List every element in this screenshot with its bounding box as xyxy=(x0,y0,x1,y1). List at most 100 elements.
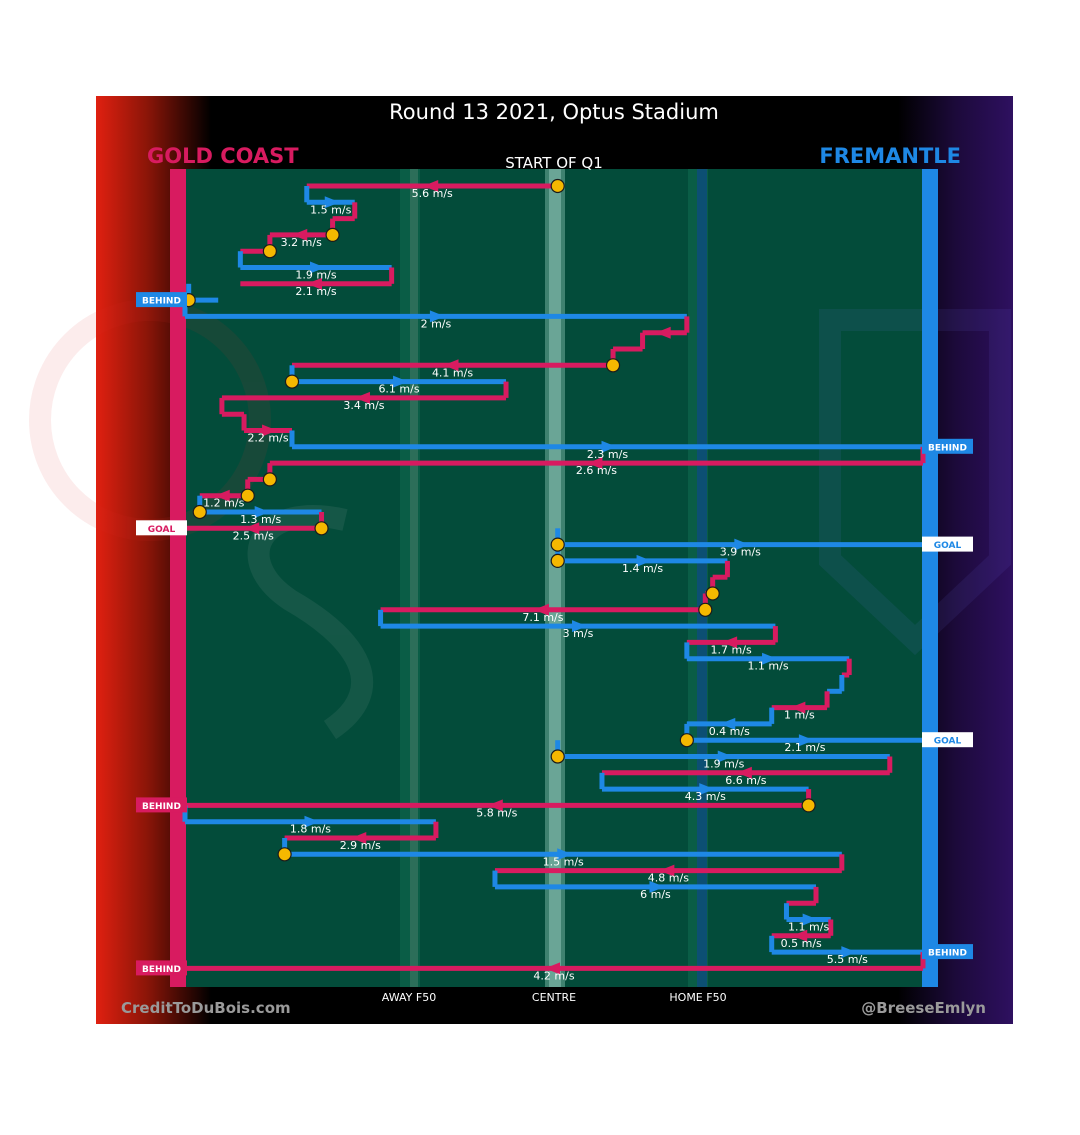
turnover-marker xyxy=(550,553,565,569)
turnover-marker xyxy=(325,227,340,242)
turnover-marker xyxy=(284,374,300,389)
turnover-marker xyxy=(240,488,255,503)
speed-label: 6.1 m/s xyxy=(378,383,419,396)
turnover-marker xyxy=(705,586,720,601)
result-label: GOAL xyxy=(934,541,962,551)
result-box xyxy=(136,960,187,976)
speed-label: 1.3 m/s xyxy=(240,513,281,526)
gold-coast-goal-post xyxy=(170,169,186,987)
direction-arrow xyxy=(244,522,260,535)
reference-lines xyxy=(400,169,708,987)
result-label: BEHIND xyxy=(142,965,181,975)
speed-label: 7.1 m/s xyxy=(522,611,563,624)
result-label: BEHIND xyxy=(142,802,181,812)
turnover-marker xyxy=(192,504,207,520)
direction-arrow xyxy=(736,766,752,779)
direction-arrow xyxy=(262,424,278,437)
direction-arrow xyxy=(734,538,750,551)
result-label: GOAL xyxy=(934,737,962,747)
direction-arrow xyxy=(393,375,409,388)
speed-label: 1.7 m/s xyxy=(711,643,752,656)
axis-label-home-f50: HOME F50 xyxy=(669,991,726,1004)
direction-arrow xyxy=(841,946,857,959)
speed-label: 1.5 m/s xyxy=(543,855,584,868)
fremantle-goal-post xyxy=(922,169,938,987)
speed-label: 3.9 m/s xyxy=(720,546,761,559)
result-boxes: BEHIND BEHIND GOAL GOAL GOAL BEHIND BEHIND BEHI… xyxy=(136,292,973,976)
speed-label: 1 m/s xyxy=(784,709,815,722)
right-team-name: FREMANTLE xyxy=(819,144,961,168)
result-box xyxy=(922,536,973,552)
speed-label: 2.2 m/s xyxy=(247,432,288,445)
direction-arrow xyxy=(720,717,736,730)
result-label: BEHIND xyxy=(928,949,967,959)
turnover-marker xyxy=(698,602,713,617)
turnover-marker xyxy=(550,537,565,552)
speed-labels: 5.6 m/s 1.5 m/s 3.2 m/s 1.9 m/s 2.1 m/s 2 m/s… xyxy=(203,187,868,982)
result-box xyxy=(136,292,187,308)
direction-arrow xyxy=(722,636,738,649)
speed-label: 1.4 m/s xyxy=(622,562,663,575)
credit-right: @BreeseEmlyn xyxy=(861,999,986,1017)
direction-arrow xyxy=(309,261,325,274)
speed-label: 5.5 m/s xyxy=(827,953,868,966)
result-box xyxy=(922,732,973,748)
result-label: GOAL xyxy=(148,525,176,535)
direction-arrow xyxy=(571,620,587,633)
speed-label: 2.5 m/s xyxy=(233,529,274,542)
speed-label: 6.6 m/s xyxy=(725,774,766,787)
axis-label-centre: CENTRE xyxy=(532,991,576,1004)
direction-arrow xyxy=(304,815,320,828)
turnover-marker xyxy=(801,798,816,813)
direction-arrow xyxy=(423,180,439,192)
speed-label: 3 m/s xyxy=(563,627,594,640)
direction-arrow xyxy=(792,929,808,942)
speed-label: 5.6 m/s xyxy=(412,187,453,200)
direction-arrow xyxy=(429,310,445,323)
direction-arrow xyxy=(802,913,818,926)
speed-label: 4.8 m/s xyxy=(648,872,689,885)
direction-arrow xyxy=(351,832,367,844)
speed-label: 0.4 m/s xyxy=(709,725,750,738)
direction-arrow xyxy=(717,750,733,763)
direction-arrow xyxy=(254,506,270,518)
result-box xyxy=(136,797,187,813)
speed-label: 1.9 m/s xyxy=(295,269,336,282)
credit-left: CreditToDuBois.com xyxy=(121,999,291,1017)
direction-arrow xyxy=(487,799,503,812)
speed-label: 1.5 m/s xyxy=(310,203,351,216)
speed-label: 4.2 m/s xyxy=(533,969,574,982)
direction-arrow xyxy=(649,880,665,893)
speed-label: 2.9 m/s xyxy=(340,839,381,852)
turnover-marker xyxy=(550,178,565,194)
direction-arrow xyxy=(636,554,652,567)
turnover-marker xyxy=(550,749,565,764)
speed-label: 6 m/s xyxy=(640,888,671,901)
direction-arrow xyxy=(762,652,778,665)
direction-arrow xyxy=(587,457,603,470)
direction-arrow xyxy=(790,701,806,714)
speed-label: 4.3 m/s xyxy=(685,790,726,803)
direction-arrow xyxy=(545,962,560,975)
result-box xyxy=(922,438,973,454)
turnover-marker xyxy=(277,847,292,862)
speed-label: 1.8 m/s xyxy=(290,823,331,836)
speed-label: 1.2 m/s xyxy=(203,497,244,510)
turnover-marker xyxy=(605,358,621,373)
result-box xyxy=(136,520,187,536)
direction-arrow xyxy=(655,326,671,339)
result-box xyxy=(922,944,973,960)
speed-label: 2.1 m/s xyxy=(784,741,825,754)
direction-arrow xyxy=(659,864,675,877)
direction-arrow xyxy=(601,440,617,453)
direction-arrow xyxy=(354,391,370,404)
speed-label: 5.8 m/s xyxy=(476,806,517,819)
turnover-marker xyxy=(314,521,329,536)
result-label: BEHIND xyxy=(142,297,181,307)
chart-title: Round 13 2021, Optus Stadium xyxy=(389,100,719,124)
left-team-name: GOLD COAST xyxy=(147,144,299,168)
speed-label: 1.1 m/s xyxy=(788,921,829,934)
speed-label: 3.2 m/s xyxy=(281,236,322,249)
axis-label-away-f50: AWAY F50 xyxy=(382,991,436,1004)
